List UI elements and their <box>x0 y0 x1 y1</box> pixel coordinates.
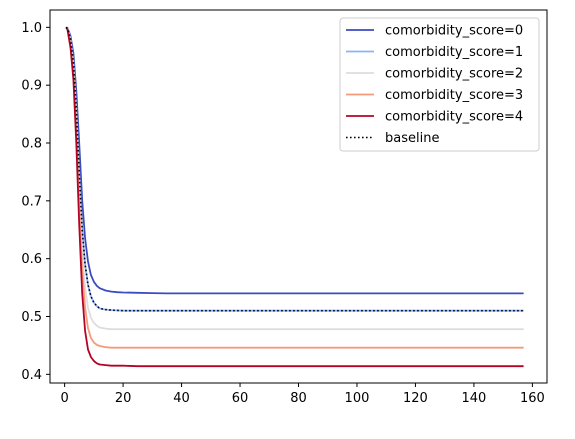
x-tick-label: 0 <box>60 391 68 406</box>
y-tick-label: 0.7 <box>21 194 42 209</box>
x-tick-label: 160 <box>520 391 545 406</box>
x-tick-label: 100 <box>345 391 370 406</box>
legend-label: comorbidity_score=4 <box>385 110 523 125</box>
y-tick-label: 0.5 <box>21 310 42 325</box>
x-tick-label: 60 <box>232 391 249 406</box>
x-tick-label: 120 <box>403 391 428 406</box>
y-tick-label: 1.0 <box>21 21 42 36</box>
series-line-comorbidity-score-4 <box>65 26 524 368</box>
y-axis: 0.4 0.5 0.6 0.7 0.8 0.9 1.0 <box>21 21 50 383</box>
y-tick-label: 0.4 <box>21 368 42 383</box>
y-tick-label: 0.8 <box>21 137 42 152</box>
x-axis: 0 20 40 60 80 100 120 140 160 <box>60 383 545 406</box>
legend-label: comorbidity_score=0 <box>385 24 523 39</box>
legend: comorbidity_score=0 comorbidity_score=1co… <box>339 17 540 152</box>
legend-box <box>339 17 540 152</box>
x-tick-label: 140 <box>461 391 486 406</box>
legend-label: comorbidity_score=2 <box>385 67 523 82</box>
legend-label: baseline <box>385 131 439 146</box>
legend-label: comorbidity_score=3 <box>385 88 523 103</box>
x-tick-label: 80 <box>290 391 307 406</box>
x-tick-label: 20 <box>115 391 132 406</box>
y-tick-label: 0.9 <box>21 79 42 94</box>
x-tick-label: 40 <box>173 391 190 406</box>
y-tick-label: 0.6 <box>21 252 42 267</box>
series-line-comorbidity-score-0 <box>65 26 524 295</box>
series-line-baseline <box>65 26 524 312</box>
legend-label: comorbidity_score=1 <box>385 45 523 60</box>
series-layer <box>65 26 524 368</box>
